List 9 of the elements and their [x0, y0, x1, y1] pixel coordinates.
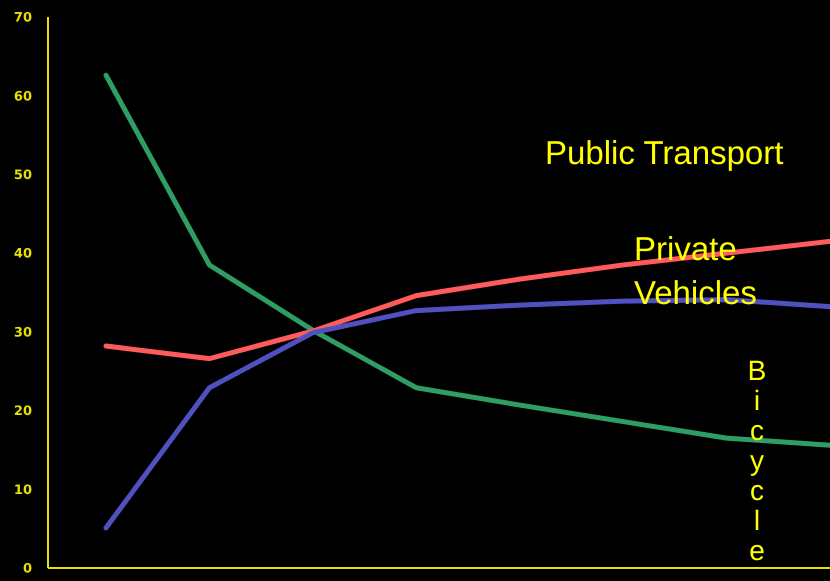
y-tick-label: 40: [14, 246, 32, 262]
y-tick-label: 0: [22, 562, 32, 577]
y-tick-label: 60: [14, 89, 32, 104]
y-tick-label: 20: [14, 404, 32, 420]
y-tick-label: 10: [14, 482, 32, 498]
y-tick-label: 50: [14, 168, 32, 183]
annotation: Public Transport: [545, 134, 784, 171]
y-tick-label: 30: [14, 325, 32, 340]
y-tick-label: 70: [14, 10, 32, 26]
